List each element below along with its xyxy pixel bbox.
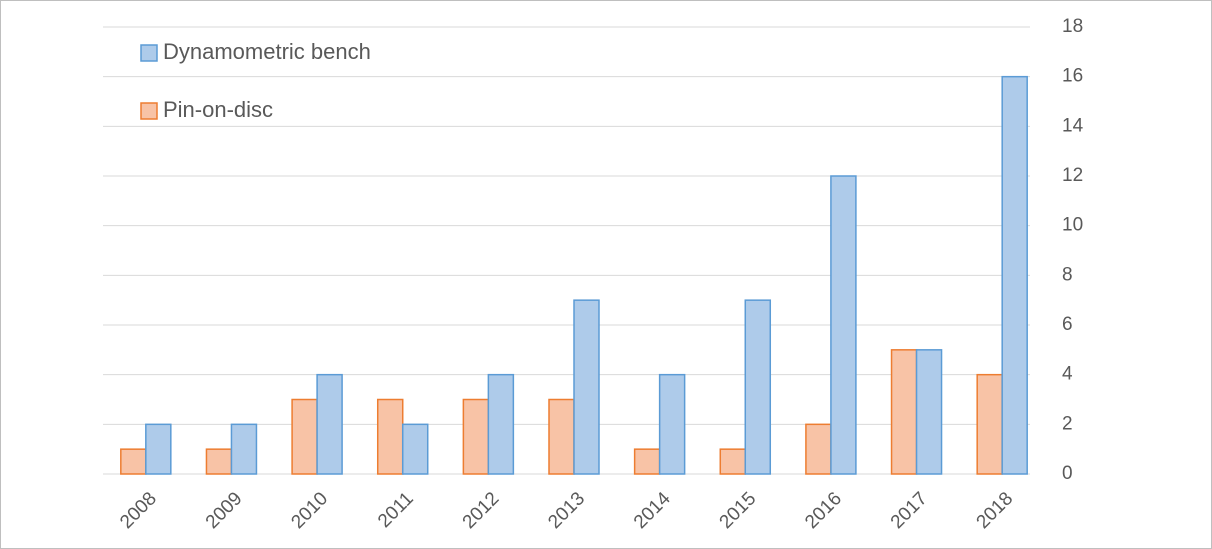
bar — [120, 448, 147, 475]
bar — [744, 299, 772, 475]
bar — [915, 349, 943, 475]
y-tick-label: 12 — [1062, 165, 1083, 186]
y-tick-label: 0 — [1062, 463, 1073, 484]
bar — [230, 423, 258, 475]
y-tick-label: 14 — [1062, 115, 1084, 136]
legend-label: Dynamometric bench — [163, 39, 371, 64]
bar — [376, 398, 404, 475]
bar — [205, 448, 233, 475]
y-tick-label: 4 — [1062, 364, 1073, 385]
bar — [462, 398, 490, 475]
bar — [830, 175, 857, 475]
y-tick-label: 18 — [1062, 16, 1083, 37]
bar — [291, 398, 318, 475]
bar — [573, 299, 600, 475]
y-tick-label: 2 — [1062, 413, 1073, 434]
y-tick-label: 8 — [1062, 264, 1073, 285]
bar — [316, 373, 343, 475]
bar — [487, 373, 515, 475]
bar — [1001, 75, 1028, 475]
bar — [890, 349, 918, 475]
bar — [976, 373, 1003, 475]
bar — [805, 423, 832, 475]
y-tick-label: 10 — [1062, 215, 1083, 236]
y-tick-label: 6 — [1062, 314, 1073, 335]
bar — [145, 423, 172, 475]
legend-swatch — [140, 102, 158, 120]
bar — [633, 448, 661, 475]
legend-label: Pin-on-disc — [163, 97, 273, 122]
bar — [548, 398, 575, 475]
y-tick-label: 16 — [1062, 66, 1083, 87]
bar — [658, 373, 686, 475]
legend-swatch — [140, 44, 158, 62]
bar — [719, 448, 747, 475]
bar — [401, 423, 429, 475]
